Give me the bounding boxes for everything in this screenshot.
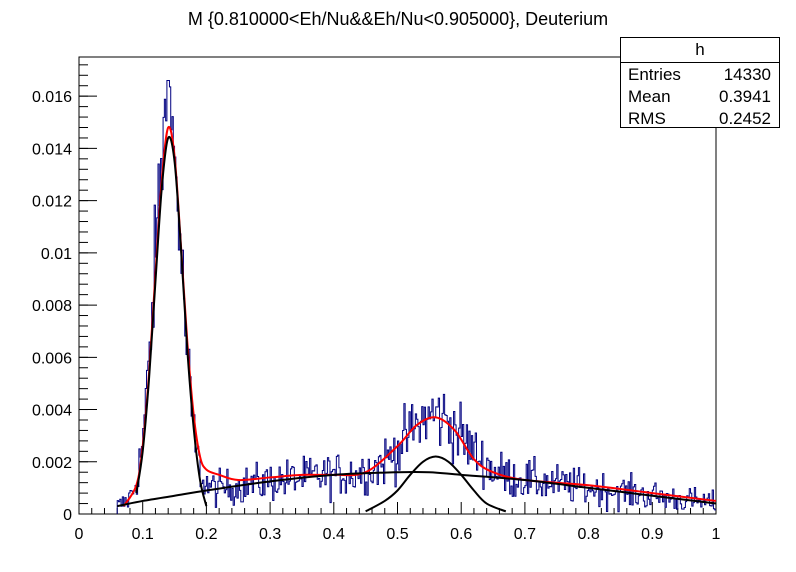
y-tick-label: 0.004 [32,403,72,420]
fit-peak-1-curve [135,135,208,507]
y-tick-label: 0.016 [32,89,72,106]
stats-row-entries: Entries 14330 [621,63,779,85]
stats-box: h Entries 14330 Mean 0.3941 RMS 0.2452 [620,37,780,128]
x-tick-label: 0.7 [514,526,536,543]
fit-background-curve [117,470,717,508]
x-tick-label: 0.4 [323,526,345,543]
stats-title: h [621,38,779,63]
stats-label: Mean [628,87,671,106]
x-tick-label: 1 [712,526,721,543]
stats-value: 0.3941 [719,87,771,106]
stats-row-rms: RMS 0.2452 [621,107,779,129]
y-tick-label: 0.01 [41,246,72,263]
stats-value: 0.2452 [719,109,771,128]
stats-label: Entries [628,65,681,84]
y-tick-label: 0.002 [32,455,72,472]
histogram-h [116,80,716,514]
y-tick-label: 0.014 [32,141,72,158]
y-tick-label: 0.012 [32,194,72,211]
x-tick-label: 0.3 [259,526,281,543]
x-tick-label: 0.5 [386,526,408,543]
fit-total-curve [122,125,717,507]
stats-row-mean: Mean 0.3941 [621,85,779,107]
y-tick-label: 0 [63,507,72,524]
x-tick-label: 0.6 [450,526,472,543]
y-tick-label: 0.006 [32,350,72,367]
x-tick-label: 0.9 [641,526,663,543]
fit-peak-2-curve [365,455,507,513]
x-tick-label: 0.2 [195,526,217,543]
x-tick-label: 0.1 [132,526,154,543]
stats-value: 14330 [723,65,771,84]
y-tick-label: 0.008 [32,298,72,315]
x-tick-label: 0 [75,526,84,543]
chart-title: M {0.810000<Eh/Nu&&Eh/Nu<0.905000}, Deut… [188,9,608,29]
stats-label: RMS [628,109,666,128]
x-tick-label: 0.8 [577,526,599,543]
